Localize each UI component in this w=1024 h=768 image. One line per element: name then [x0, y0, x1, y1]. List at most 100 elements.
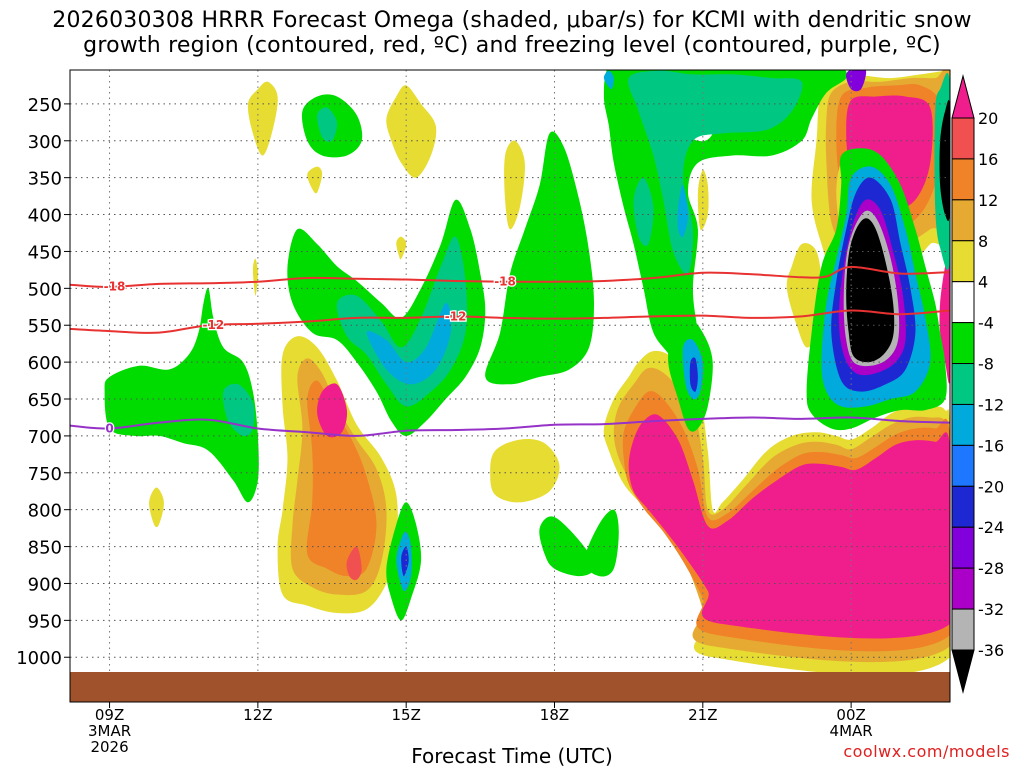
- omega-region-t12s-pos-4: [252, 258, 258, 296]
- contour-line--18: [70, 265, 950, 288]
- colorbar-box: [951, 444, 975, 487]
- colorbar-label: -16: [978, 436, 1004, 455]
- y-tick-label: 750: [28, 464, 62, 485]
- colorbar-label: -24: [978, 518, 1004, 537]
- x-tick-label: 2026: [90, 738, 128, 756]
- y-tick-label: 850: [28, 538, 62, 559]
- omega-region-t22-pos-4: [786, 243, 822, 348]
- y-tick-label: 500: [28, 279, 62, 300]
- omega-region-t20-neg-8: [633, 177, 654, 247]
- omega-region-edge-neg-36: [939, 99, 950, 222]
- x-tick-label: 18Z: [540, 706, 569, 724]
- x-tick-label: 00Z: [836, 706, 865, 724]
- omega-region-t21b-neg-20: [689, 357, 698, 392]
- omega-region-right-neg-36: [846, 218, 895, 363]
- y-tick-label: 250: [28, 95, 62, 116]
- omega-region-t18-pos-4: [490, 439, 560, 503]
- omega-region-upper-neg-8: [627, 70, 803, 275]
- omega-region-pos-20: [628, 414, 950, 639]
- contour-line-0: [70, 416, 950, 437]
- plot-border: [69, 69, 951, 703]
- x-tick-label: 3MAR: [88, 722, 131, 740]
- colorbar-box: [951, 322, 975, 365]
- colorbar: 20 16 12 8 4 -4 -8 -12 -16 -20 -24 -28 -32 -36: [951, 74, 1004, 694]
- y-tick-label: 800: [28, 501, 62, 522]
- ground-layer: [70, 672, 950, 702]
- colorbar-box: [951, 363, 975, 405]
- colorbar-bottom-arrow: [951, 649, 975, 694]
- contour-label-0: 0: [105, 422, 113, 436]
- colorbar-label: 20: [978, 109, 998, 128]
- colorbar-box: [951, 567, 975, 610]
- omega-region-t20-neg-12: [603, 70, 614, 90]
- y-tick-label: 1000: [16, 648, 62, 669]
- x-tick-label: 12Z: [243, 706, 272, 724]
- colorbar-box: [951, 608, 975, 651]
- x-tick-label: 09Z: [95, 706, 124, 724]
- colorbar-box: [951, 403, 975, 446]
- omega-region-upper-neg-12: [677, 184, 688, 238]
- colorbar-top-arrow: [951, 74, 975, 119]
- x-tick-label: 4MAR: [830, 722, 873, 740]
- contour-label--12: -12: [203, 318, 225, 332]
- colorbar-label: -32: [978, 600, 1004, 619]
- y-tick-label: 700: [28, 427, 62, 448]
- grid-lines: [70, 70, 950, 672]
- x-tick-label: 21Z: [688, 706, 717, 724]
- colorbar-label: -12: [978, 395, 1004, 414]
- omega-region-t14-neg-12: [366, 302, 452, 385]
- colorbar-label: -28: [978, 559, 1004, 578]
- contour-lines: -18 -18 -12 -12 0: [70, 265, 950, 437]
- omega-region-t19-neg-4: [584, 509, 619, 577]
- omega-region-t17-neg-4: [485, 131, 594, 385]
- y-tick-label: 550: [28, 316, 62, 337]
- colorbar-box: [951, 117, 975, 160]
- y-tick-label: 400: [28, 206, 62, 227]
- colorbar-box: [951, 485, 975, 528]
- y-tick-label: 300: [28, 132, 62, 153]
- omega-region-t16-pos-4: [504, 140, 525, 230]
- omega-region-t12-pos-4: [247, 81, 278, 156]
- colorbar-label: -20: [978, 477, 1004, 496]
- y-tick-label: 900: [28, 574, 62, 595]
- y-tick-label: 600: [28, 353, 62, 374]
- omega-region-t14-pos-16: [346, 546, 362, 581]
- omega-region-t15s-pos-4: [396, 236, 407, 260]
- omega-region-t13-pos-20: [317, 383, 348, 438]
- colorbar-label: -4: [978, 314, 994, 333]
- colorbar-label: -8: [978, 355, 994, 374]
- y-axis-ticks: 250 300 350 400 450 500 550 600 650 700 750 800 850 9…: [16, 95, 70, 669]
- plot-frame: [69, 69, 951, 703]
- omega-region-t21-pos-4: [697, 170, 709, 231]
- contour-label--18: -18: [494, 275, 516, 289]
- y-tick-label: 450: [28, 242, 62, 263]
- omega-region-t09-neg-4: [104, 287, 259, 503]
- y-tick-label: 650: [28, 390, 62, 411]
- omega-shading: [104, 70, 950, 676]
- omega-region-t13s-pos-4: [307, 166, 323, 194]
- omega-region-t10-pos-4: [149, 487, 164, 528]
- colorbar-label: -36: [978, 641, 1004, 660]
- colorbar-box: [951, 281, 975, 324]
- colorbar-label: 12: [978, 191, 998, 210]
- contour-line--12: [70, 309, 950, 334]
- x-axis-title: Forecast Time (UTC): [411, 744, 613, 768]
- contour-label--18: -18: [104, 280, 126, 294]
- colorbar-box: [951, 199, 975, 242]
- ground-surface: [70, 672, 950, 702]
- omega-region-top-neg-24: [846, 70, 867, 92]
- y-tick-label: 350: [28, 169, 62, 190]
- y-tick-label: 950: [28, 611, 62, 632]
- chart-title-line-1: 2026030308 HRRR Forecast Omega (shaded, …: [52, 8, 972, 33]
- omega-region-t15b-neg-20: [401, 546, 409, 577]
- x-tick-label: 15Z: [391, 706, 420, 724]
- omega-region-rightedge-pos-20: [939, 241, 950, 384]
- chart-title-line-2: growth region (contoured, red, ºC) and f…: [83, 33, 941, 58]
- contour-label--12: -12: [445, 309, 467, 323]
- colorbar-label: 8: [978, 232, 988, 251]
- credit-text: coolwx.com/models: [843, 742, 1010, 761]
- omega-region-t18-neg-4: [539, 516, 595, 577]
